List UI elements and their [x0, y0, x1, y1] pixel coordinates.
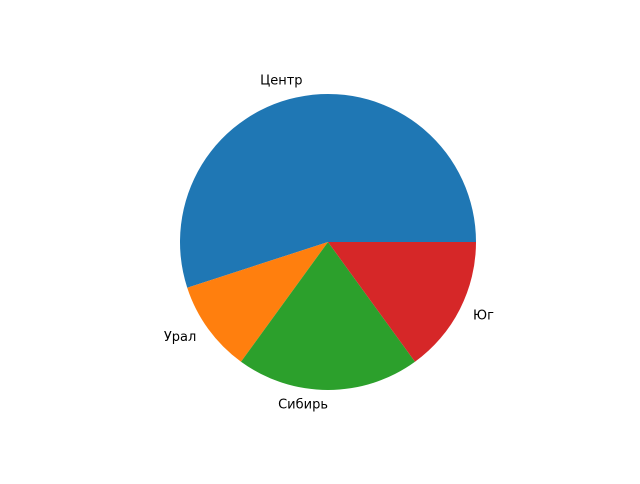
slice-label: Урал	[164, 330, 196, 345]
pie-slice-1	[180, 94, 477, 288]
pie-slice-4	[328, 242, 476, 362]
pie-slice-3	[241, 242, 415, 390]
pie-labels: Центр Урал Сибирь Юг	[164, 74, 494, 413]
slice-label: Юг	[473, 308, 494, 323]
slice-label: Сибирь	[278, 397, 328, 412]
pie-slice-2	[187, 242, 328, 362]
slice-label: Центр	[260, 74, 302, 89]
pie-slices	[180, 94, 477, 390]
